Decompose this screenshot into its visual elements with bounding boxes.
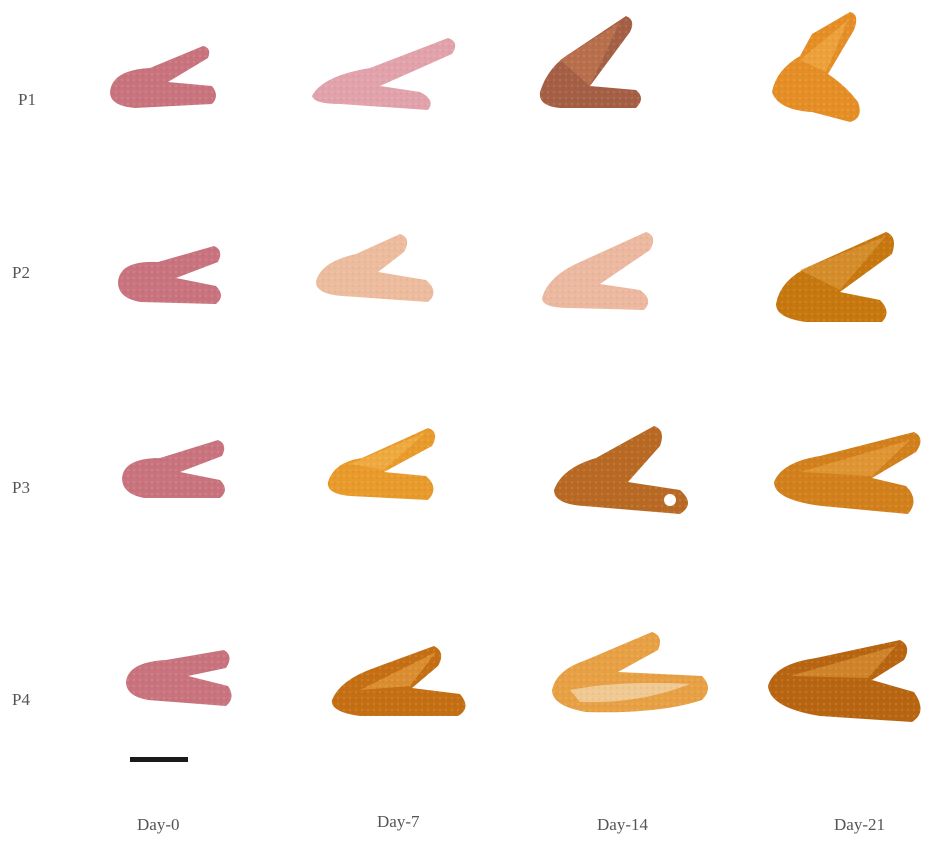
row-label-p1: P1	[18, 90, 36, 109]
sample-p3-day7	[327, 428, 436, 500]
sample-p4-day0	[126, 650, 232, 706]
sample-p4-day21	[768, 640, 921, 722]
col-label-day0: Day-0	[137, 815, 180, 834]
sample-p2-day0	[118, 246, 221, 304]
sample-p1-day14	[539, 16, 641, 108]
photo-grid	[110, 12, 921, 722]
scale-bar	[130, 757, 188, 762]
sample-p1-day0	[110, 46, 216, 108]
sample-p2-day21	[776, 232, 894, 322]
sample-p1-day7	[312, 38, 456, 110]
sample-p3-day0	[122, 440, 225, 498]
sample-p2-day14	[542, 232, 654, 310]
sample-p1-day21	[772, 12, 860, 122]
sample-p3-day14	[554, 426, 688, 514]
sample-p4-day7	[331, 646, 466, 716]
sample-p2-day7	[316, 234, 434, 302]
row-label-p2: P2	[12, 263, 30, 282]
sample-p3-day21	[774, 432, 921, 514]
row-label-p3: P3	[12, 478, 30, 497]
sample-p4-day14	[552, 632, 708, 713]
row-label-p4: P4	[12, 690, 30, 709]
col-label-day21: Day-21	[834, 815, 885, 834]
col-label-day7: Day-7	[377, 812, 420, 831]
col-label-day14: Day-14	[597, 815, 648, 834]
